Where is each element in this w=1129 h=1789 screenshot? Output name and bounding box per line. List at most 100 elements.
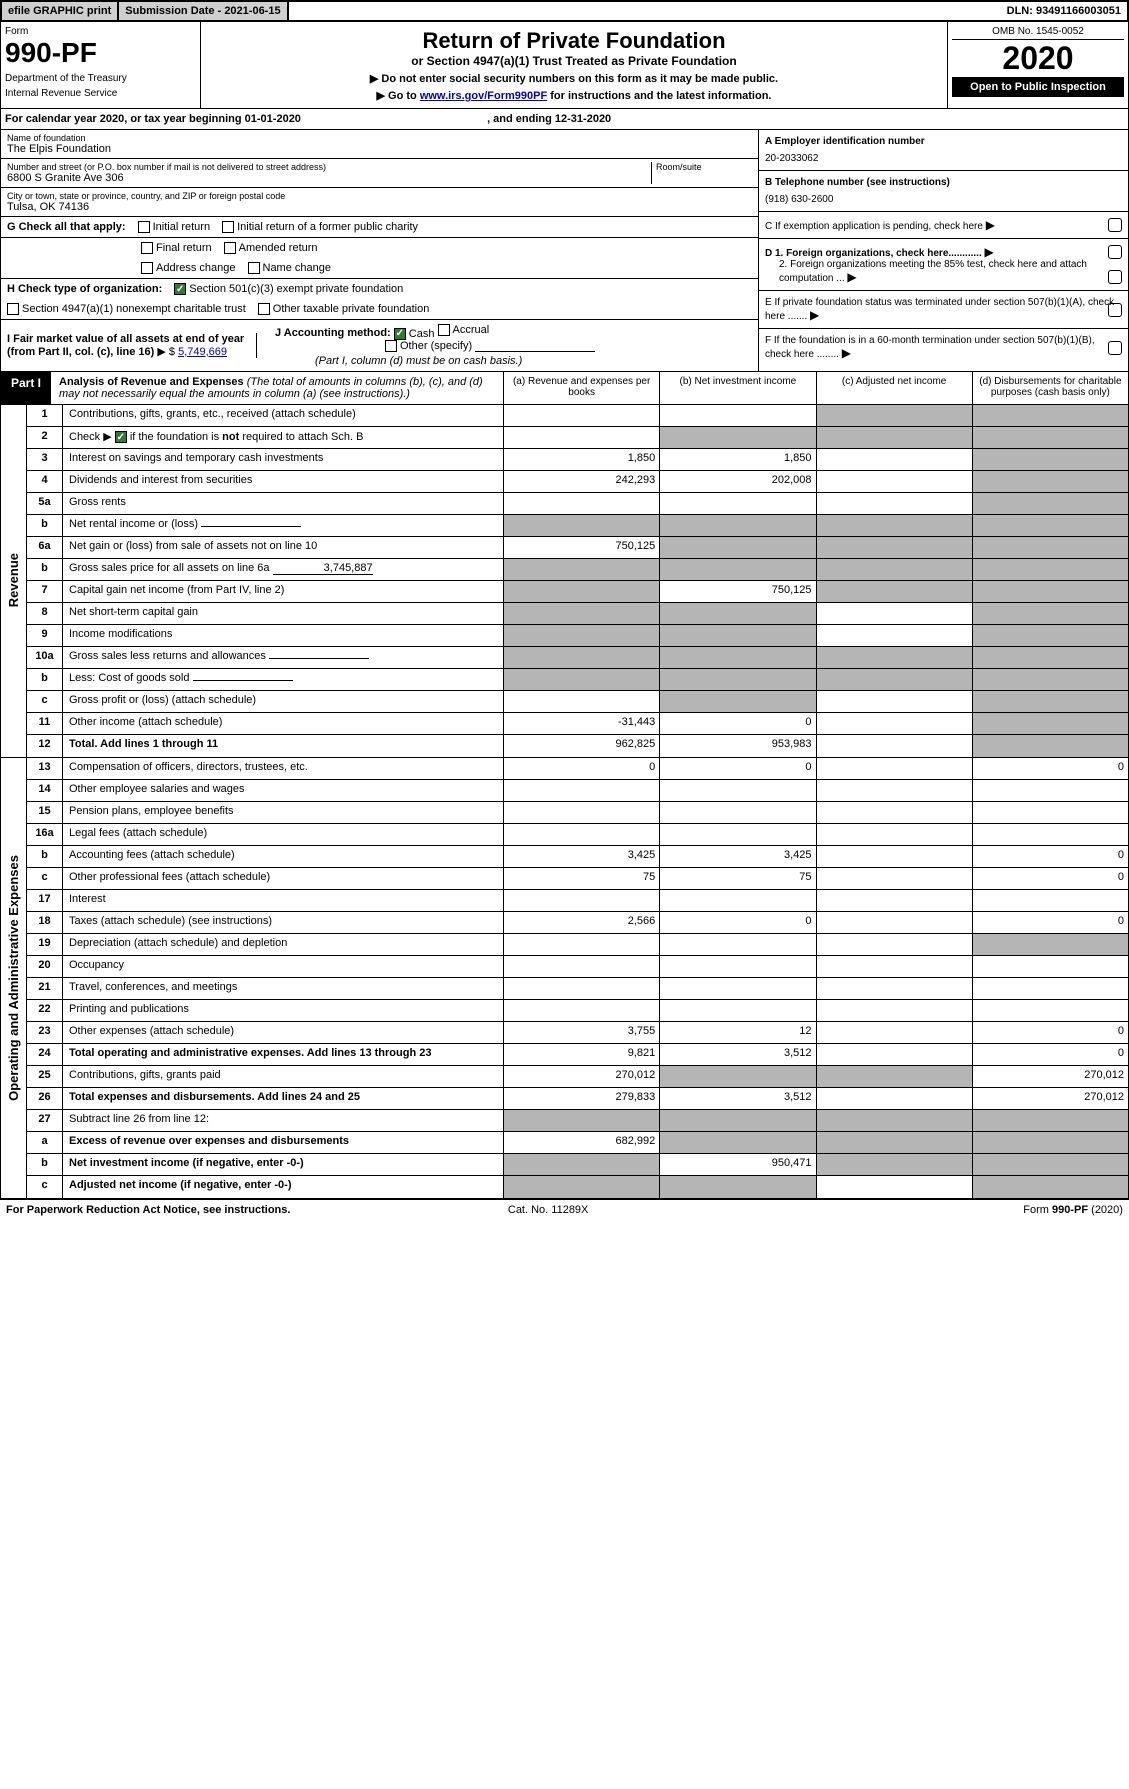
foundation-name-cell: Name of foundation The Elpis Foundation bbox=[1, 130, 758, 159]
col-c-header: (c) Adjusted net income bbox=[817, 372, 973, 404]
opex-rows: 13Compensation of officers, directors, t… bbox=[27, 758, 1128, 1198]
cell-value bbox=[973, 713, 1128, 734]
cell-value bbox=[660, 493, 816, 514]
amended-return-label: Amended return bbox=[239, 242, 318, 254]
cell-value bbox=[660, 691, 816, 712]
cell-value bbox=[973, 647, 1128, 668]
d1-checkbox[interactable] bbox=[1108, 245, 1122, 259]
cash-checkbox[interactable] bbox=[394, 328, 406, 340]
table-row: 24Total operating and administrative exp… bbox=[27, 1044, 1128, 1066]
row-description: Gross sales price for all assets on line… bbox=[63, 559, 504, 580]
name-change-label: Name change bbox=[263, 262, 332, 274]
row-number: b bbox=[27, 559, 63, 580]
cell-value: 950,471 bbox=[660, 1154, 816, 1175]
f-checkbox[interactable] bbox=[1108, 341, 1122, 355]
other-taxable-checkbox[interactable] bbox=[258, 303, 270, 315]
cell-value: 962,825 bbox=[504, 735, 660, 757]
row-description: Travel, conferences, and meetings bbox=[63, 978, 504, 999]
cell-value bbox=[817, 691, 973, 712]
opex-vlabel: Operating and Administrative Expenses bbox=[1, 758, 27, 1198]
table-row: 8Net short-term capital gain bbox=[27, 603, 1128, 625]
cell-value: 0 bbox=[973, 1022, 1128, 1043]
row-description: Legal fees (attach schedule) bbox=[63, 824, 504, 845]
initial-return-checkbox[interactable] bbox=[138, 221, 150, 233]
accrual-checkbox[interactable] bbox=[438, 324, 450, 336]
cell-value: 750,125 bbox=[660, 581, 816, 602]
e-checkbox[interactable] bbox=[1108, 303, 1122, 317]
name-change-checkbox[interactable] bbox=[248, 262, 260, 274]
cell-value bbox=[660, 978, 816, 999]
omb-number: OMB No. 1545-0052 bbox=[952, 26, 1124, 40]
row-number: 9 bbox=[27, 625, 63, 646]
table-row: 11Other income (attach schedule)-31,4430 bbox=[27, 713, 1128, 735]
cell-value: 750,125 bbox=[504, 537, 660, 558]
table-row: bAccounting fees (attach schedule)3,4253… bbox=[27, 846, 1128, 868]
cell-value bbox=[660, 515, 816, 536]
cell-value bbox=[973, 581, 1128, 602]
row-number: b bbox=[27, 846, 63, 867]
calyear-begin: 01-01-2020 bbox=[245, 113, 301, 125]
cell-value bbox=[817, 846, 973, 867]
cell-value bbox=[973, 691, 1128, 712]
cell-value bbox=[660, 824, 816, 845]
cell-value bbox=[973, 515, 1128, 536]
row-description: Check ▶ if the foundation is not require… bbox=[63, 427, 504, 448]
cell-value: 3,425 bbox=[504, 846, 660, 867]
cell-value bbox=[817, 427, 973, 448]
cell-value bbox=[817, 912, 973, 933]
cell-value bbox=[504, 824, 660, 845]
info-section: Name of foundation The Elpis Foundation … bbox=[0, 130, 1129, 371]
cell-value bbox=[817, 824, 973, 845]
row-description: Depreciation (attach schedule) and deple… bbox=[63, 934, 504, 955]
cell-value bbox=[973, 824, 1128, 845]
cell-value bbox=[973, 449, 1128, 470]
sch-b-checkbox[interactable] bbox=[115, 431, 127, 443]
part1-title-cell: Part I Analysis of Revenue and Expenses … bbox=[1, 372, 504, 404]
cell-value bbox=[660, 1000, 816, 1021]
row-description: Other expenses (attach schedule) bbox=[63, 1022, 504, 1043]
final-return-checkbox[interactable] bbox=[141, 242, 153, 254]
row-description: Net investment income (if negative, ente… bbox=[63, 1154, 504, 1175]
row-number: 27 bbox=[27, 1110, 63, 1131]
form-number: 990-PF bbox=[5, 37, 196, 69]
cell-value bbox=[504, 1154, 660, 1175]
irs-link[interactable]: www.irs.gov/Form990PF bbox=[420, 90, 547, 102]
table-row: bNet rental income or (loss) bbox=[27, 515, 1128, 537]
ij-row: I Fair market value of all assets at end… bbox=[1, 320, 758, 371]
phone-cell: B Telephone number (see instructions) (9… bbox=[759, 171, 1128, 212]
amended-return-checkbox[interactable] bbox=[224, 242, 236, 254]
cell-value bbox=[817, 1110, 973, 1131]
footer-left: For Paperwork Reduction Act Notice, see … bbox=[6, 1204, 290, 1216]
j-label: J Accounting method: bbox=[275, 327, 391, 339]
row-description: Other professional fees (attach schedule… bbox=[63, 868, 504, 889]
info-right: A Employer identification number 20-2033… bbox=[758, 130, 1128, 371]
cell-value bbox=[660, 647, 816, 668]
final-return-label: Final return bbox=[156, 242, 212, 254]
form-header: Form 990-PF Department of the Treasury I… bbox=[0, 22, 1129, 109]
table-row: aExcess of revenue over expenses and dis… bbox=[27, 1132, 1128, 1154]
f-label: F If the foundation is in a 60-month ter… bbox=[765, 335, 1095, 360]
row-description: Net gain or (loss) from sale of assets n… bbox=[63, 537, 504, 558]
cell-value bbox=[817, 1154, 973, 1175]
row-description: Accounting fees (attach schedule) bbox=[63, 846, 504, 867]
addr-change-checkbox[interactable] bbox=[141, 262, 153, 274]
h-check-row: H Check type of organization: Section 50… bbox=[1, 279, 758, 299]
table-row: 1Contributions, gifts, grants, etc., rec… bbox=[27, 405, 1128, 427]
accrual-label: Accrual bbox=[453, 324, 490, 336]
cell-value bbox=[504, 581, 660, 602]
cell-value bbox=[660, 956, 816, 977]
other-method-label: Other (specify) bbox=[400, 340, 472, 352]
row-number: 25 bbox=[27, 1066, 63, 1087]
s501-checkbox[interactable] bbox=[174, 283, 186, 295]
other-method-checkbox[interactable] bbox=[385, 340, 397, 352]
g-check-row: G Check all that apply: Initial return I… bbox=[1, 217, 758, 238]
s4947-checkbox[interactable] bbox=[7, 303, 19, 315]
row-number: 14 bbox=[27, 780, 63, 801]
row-description: Contributions, gifts, grants, etc., rece… bbox=[63, 405, 504, 426]
d2-checkbox[interactable] bbox=[1108, 270, 1122, 284]
cell-value bbox=[817, 735, 973, 757]
address-cell: Number and street (or P.O. box number if… bbox=[1, 159, 758, 188]
c-checkbox[interactable] bbox=[1108, 218, 1122, 232]
row-number: 6a bbox=[27, 537, 63, 558]
initial-former-checkbox[interactable] bbox=[222, 221, 234, 233]
